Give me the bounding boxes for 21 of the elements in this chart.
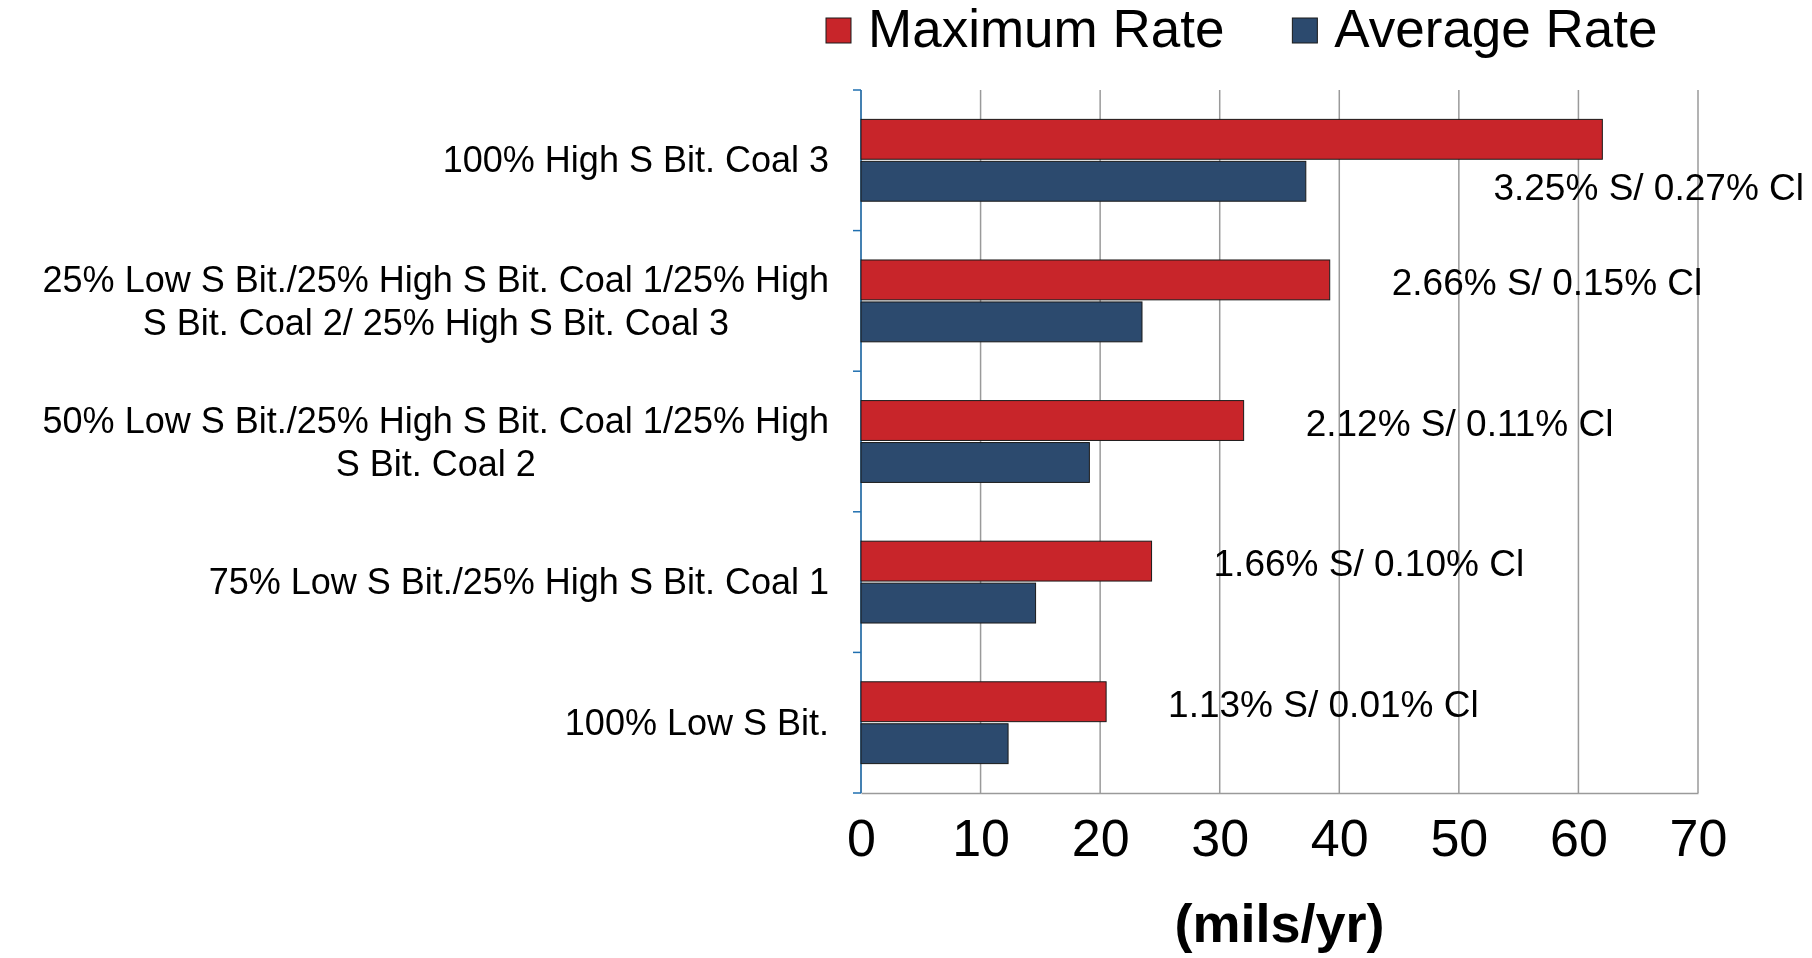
y-tick-label: 50% Low S Bit./25% High S Bit. Coal 1/25% High S Bit. Coal 2 [42, 399, 829, 484]
legend-label: Average Rate [1334, 0, 1658, 58]
annotation: 3.25% S/ 0.27% Cl [1493, 167, 1804, 209]
annotation: 1.66% S/ 0.10% Cl [1213, 543, 1525, 585]
annotation: 2.12% S/ 0.11% Cl [1305, 402, 1614, 444]
x-tick-label: 30 [1191, 808, 1250, 867]
y-tick-label: 75% Low S Bit./25% High S Bit. Coal 1 [208, 561, 829, 603]
y-tick-label: 100% High S Bit. Coal 3 [442, 139, 829, 181]
annotation: 1.13% S/ 0.01% Cl [1168, 683, 1479, 725]
x-tick-label: 70 [1669, 808, 1728, 867]
y-tick-label: 25% Low S Bit./25% High S Bit. Coal 1/25% High S Bit. Coal 2/ 25% High S Bit. Coal 3 [42, 258, 829, 343]
x-tick-label: 20 [1071, 808, 1130, 867]
x-tick-label: 50 [1430, 808, 1489, 867]
annotation: 2.66% S/ 0.15% Cl [1391, 261, 1703, 303]
legend-label: Maximum Rate [868, 0, 1225, 58]
x-tick-label: 40 [1310, 808, 1369, 867]
x-axis-title: (mils/yr) [1174, 893, 1385, 953]
y-tick-label: 100% Low S Bit. [564, 701, 829, 743]
x-tick-label: 0 [847, 808, 876, 867]
x-tick-label: 10 [952, 808, 1010, 867]
x-tick-label: 60 [1550, 808, 1608, 867]
